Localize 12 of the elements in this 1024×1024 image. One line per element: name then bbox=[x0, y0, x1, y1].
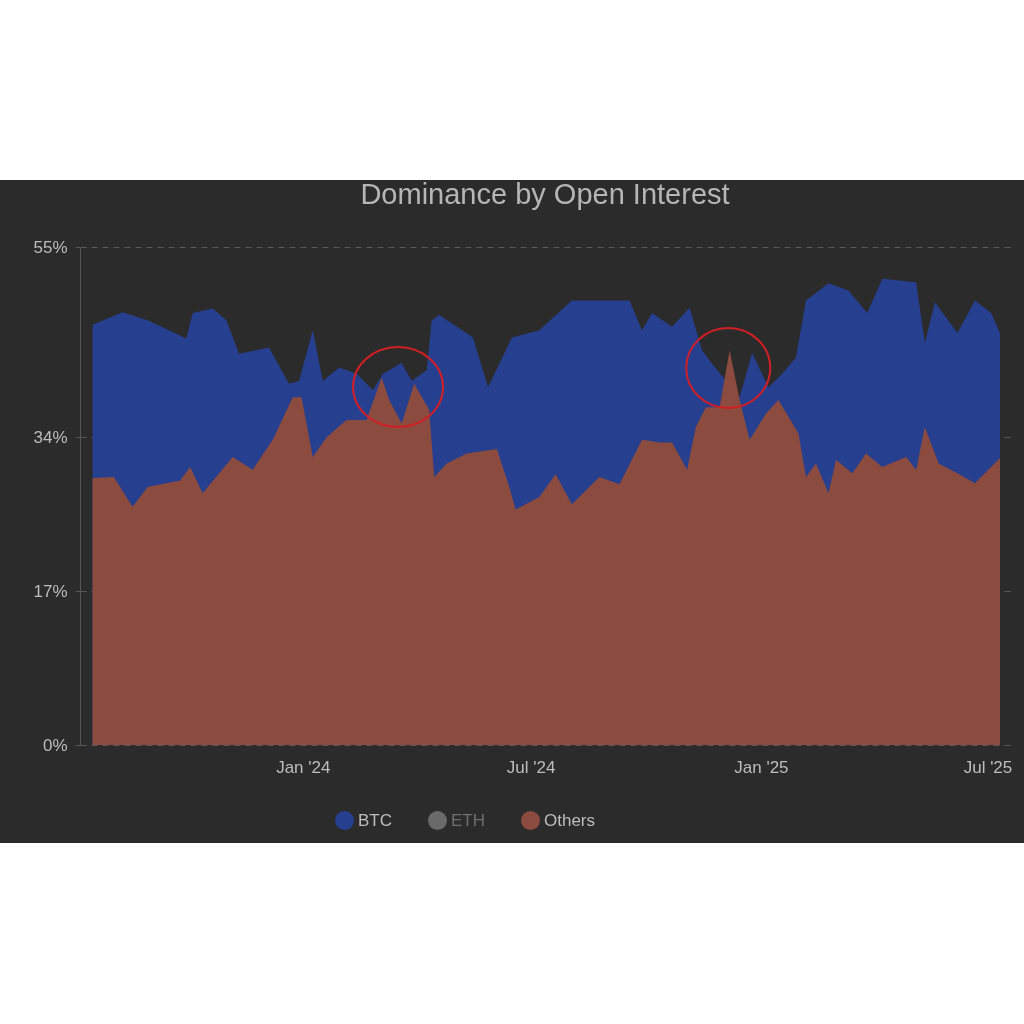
legend-label: Others bbox=[544, 810, 596, 830]
x-tick-label: Jan '25 bbox=[734, 757, 789, 777]
legend-label: BTC bbox=[358, 810, 392, 830]
chart-title: Dominance by Open Interest bbox=[360, 178, 730, 210]
y-tick-label: 55% bbox=[33, 237, 68, 257]
y-tick-label: 0% bbox=[42, 735, 68, 755]
y-tick-label: 34% bbox=[33, 427, 68, 447]
x-tick-label: Jul '25 bbox=[963, 757, 1013, 777]
y-tick-label: 17% bbox=[33, 581, 68, 601]
x-tick-label: Jul '24 bbox=[506, 757, 556, 777]
x-tick-label: Jan '24 bbox=[276, 757, 331, 777]
legend-label: ETH bbox=[451, 810, 485, 830]
